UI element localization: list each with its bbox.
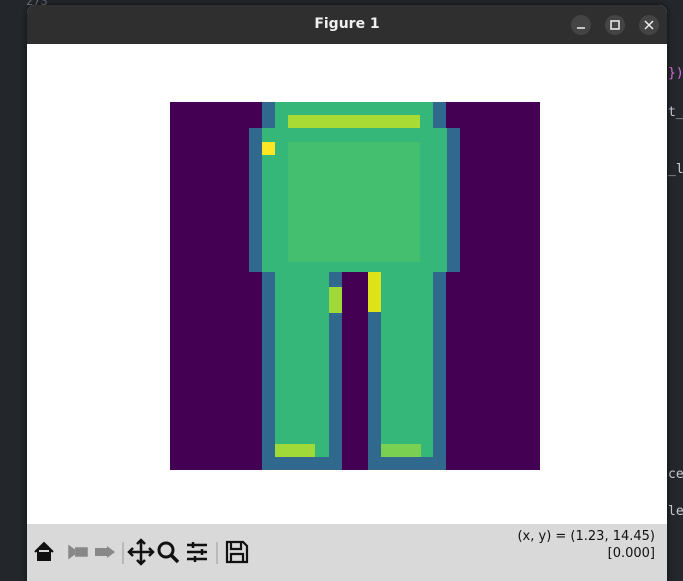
code-fragment: _l bbox=[668, 162, 683, 177]
zoom-button[interactable] bbox=[157, 541, 175, 559]
line-number: 273 bbox=[26, 0, 48, 8]
home-button[interactable] bbox=[34, 541, 54, 561]
code-fragment: le bbox=[668, 504, 683, 519]
highlight bbox=[275, 444, 315, 457]
waistband bbox=[288, 115, 420, 128]
code-fragment: }) bbox=[668, 66, 683, 81]
toolbar-icons bbox=[34, 538, 249, 566]
forward-button[interactable] bbox=[95, 546, 115, 558]
maximize-button[interactable] bbox=[605, 15, 625, 35]
code-fragment: ce bbox=[668, 467, 683, 482]
highlight bbox=[381, 444, 421, 457]
highlight bbox=[329, 287, 342, 313]
title-bar bbox=[27, 5, 667, 44]
pixel-value: [0.000] bbox=[607, 546, 655, 561]
coordinates: (x, y) = (1.23, 14.45) bbox=[517, 529, 655, 544]
window-title: Figure 1 bbox=[314, 16, 380, 32]
back-button[interactable] bbox=[68, 544, 88, 560]
highlight bbox=[368, 272, 381, 312]
trouser-shade bbox=[288, 142, 420, 262]
window-controls bbox=[571, 15, 659, 35]
code-fragment: t_ bbox=[668, 105, 683, 120]
minimize-button[interactable] bbox=[571, 15, 591, 35]
figure-window: Figure 1 bbox=[27, 5, 667, 581]
toolbar: (x, y) = (1.23, 14.45) [0.000] bbox=[27, 524, 667, 581]
configure-button[interactable] bbox=[187, 542, 207, 562]
image-plot bbox=[170, 102, 540, 470]
save-button[interactable] bbox=[225, 540, 249, 564]
pan-button[interactable] bbox=[127, 538, 155, 566]
highlight bbox=[262, 142, 275, 155]
